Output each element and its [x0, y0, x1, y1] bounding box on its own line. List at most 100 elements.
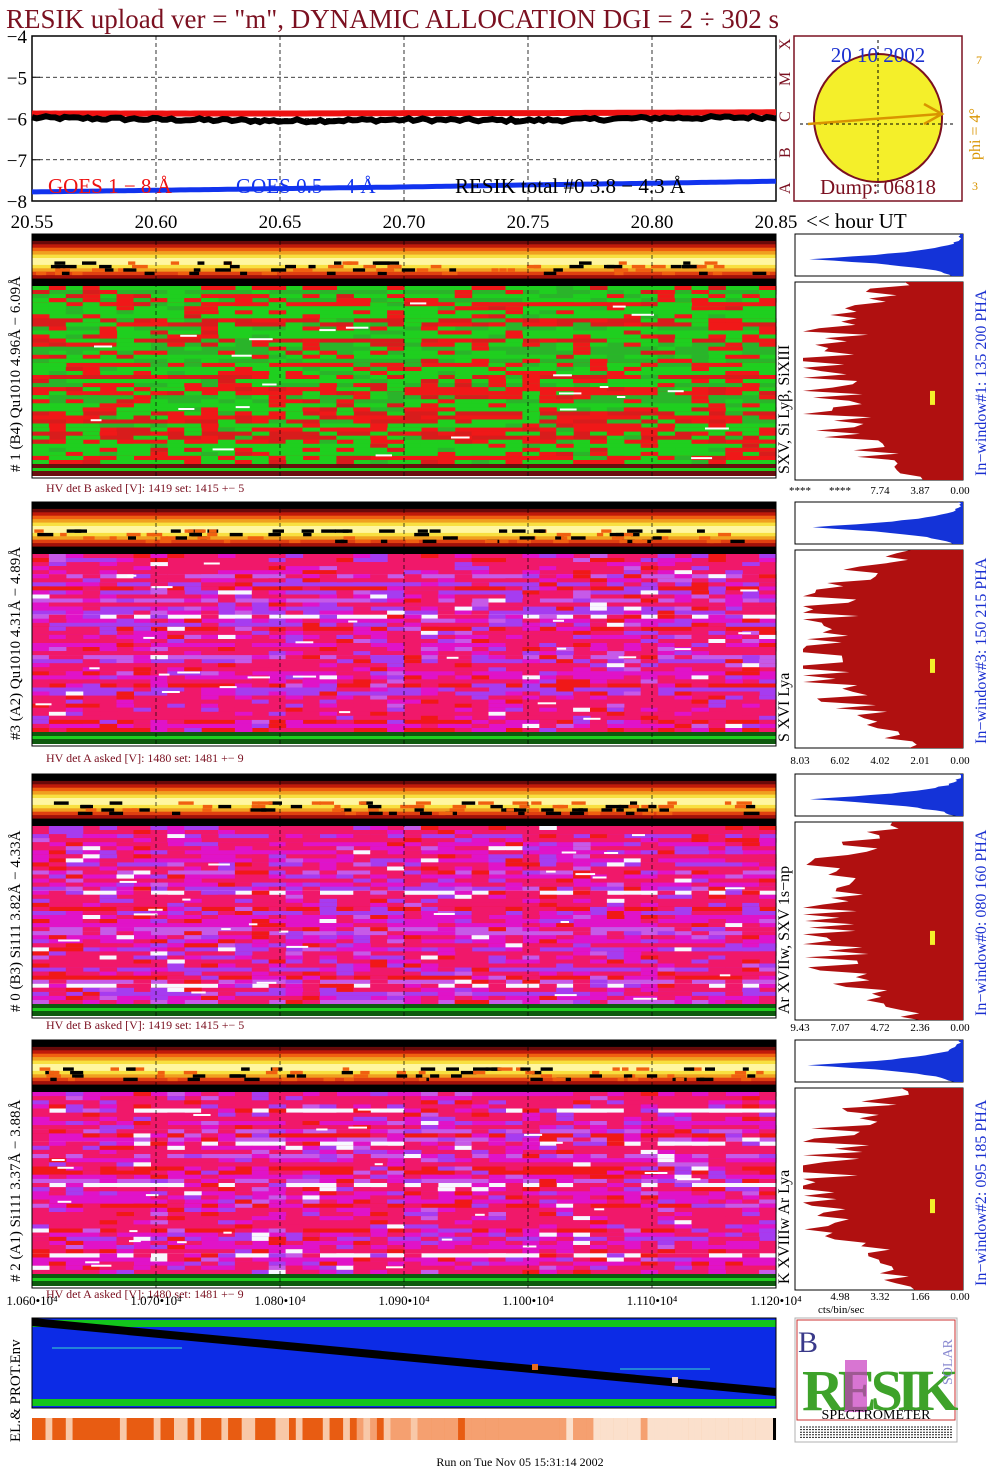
spectrum-cell — [606, 679, 625, 684]
thermal-speck — [104, 268, 114, 272]
spectrum-cell — [32, 558, 50, 563]
spectrum-cell — [606, 1154, 625, 1159]
spectrum-cell — [505, 451, 523, 457]
spectrum-cell — [150, 679, 168, 684]
spectrum-cell — [404, 659, 422, 664]
spectrum-cell — [437, 286, 456, 291]
spectrum-cell — [82, 358, 101, 364]
spectrum-cell — [437, 955, 456, 960]
spectrum-cell — [184, 598, 202, 603]
thermal-speck — [265, 1070, 278, 1075]
spectrum-cell — [691, 995, 709, 1001]
spectrum-cell — [539, 338, 557, 344]
spectrum-cell — [539, 423, 557, 428]
spectrum-cell — [708, 1199, 726, 1205]
spectrum-cell — [285, 554, 304, 559]
spectrum-cell — [404, 1253, 422, 1258]
spectrum-cell — [234, 1183, 253, 1188]
spectrum-cell — [454, 858, 473, 863]
spectrum-cell — [488, 318, 506, 323]
spectrum-cell — [657, 1240, 676, 1246]
thermal-speck — [55, 264, 66, 269]
spectrum-cell — [302, 890, 320, 896]
spectrum-cell — [640, 1228, 659, 1234]
thermal-speck — [109, 811, 124, 816]
spectrum-cell — [573, 1216, 591, 1221]
spectrum-cell — [387, 967, 405, 973]
spectrum-cell — [302, 691, 320, 696]
spectrum-cell — [268, 858, 287, 863]
spectrum-highlight — [212, 448, 234, 451]
spectrum-highlight — [345, 326, 369, 329]
spectrum-cell — [302, 1162, 320, 1167]
spectrum-cell — [336, 927, 354, 932]
spectrum-cell — [65, 582, 84, 587]
spectrum-cell — [82, 590, 101, 595]
spectrum-cell — [336, 915, 354, 920]
spectrum-cell — [285, 655, 304, 660]
spectrum-cell — [420, 1207, 439, 1213]
spectrum-cell — [573, 679, 591, 684]
spectrum-cell — [319, 711, 337, 717]
spectrum-cell — [657, 634, 676, 640]
spectrum-cell — [116, 306, 134, 311]
spectrum-cell — [623, 870, 642, 875]
spectrum-cell — [150, 842, 168, 847]
spectrum-cell — [590, 834, 608, 839]
spectrum-cell — [420, 695, 439, 701]
spectrum-cell — [437, 971, 456, 977]
spectrum-cell — [184, 306, 202, 311]
spectrum-cell — [640, 1207, 659, 1213]
spectrum-cell — [353, 1245, 371, 1250]
spectrum-cell — [404, 655, 422, 660]
spectrum-cell — [404, 298, 422, 303]
spectrum-cell — [454, 728, 473, 733]
thermal-speck — [460, 1070, 477, 1075]
spectrum-cell — [573, 1240, 591, 1246]
spectrum-cell — [640, 294, 659, 299]
thermal-speck — [572, 808, 583, 812]
spectrum-cell — [336, 862, 354, 867]
spectrum-cell — [167, 634, 185, 640]
spectrum-cell — [590, 602, 608, 607]
thermal-speck — [710, 539, 721, 544]
spectrum-cell — [640, 630, 659, 636]
goes-legend: GOES 1 − 8 Å GOES 0.5 − 4 Å RESIK total #0… — [48, 174, 686, 198]
spectrum-cell — [251, 610, 270, 616]
spectrum-cell — [606, 419, 625, 424]
spectrum-cell — [116, 846, 134, 851]
spectrum-cell — [32, 379, 50, 384]
spectrum-cell — [184, 1133, 202, 1138]
spectrum-cell — [184, 1125, 202, 1130]
spectrum-cell — [285, 415, 304, 420]
spectrum-cell — [437, 1137, 456, 1143]
spectrum-cell — [32, 711, 50, 717]
spectrum-cell — [590, 971, 608, 977]
spectrum-cell — [606, 1141, 625, 1147]
spectrum-cell — [573, 594, 591, 599]
spectrum-cell — [116, 322, 134, 327]
spectrum-cell — [65, 423, 84, 428]
spectrum-cell — [234, 659, 253, 664]
spectrum-cell — [691, 842, 709, 847]
spectrum-cell — [167, 935, 185, 940]
spectrum-cell — [319, 395, 337, 400]
spectrum-cell — [319, 1116, 337, 1122]
spectrum-cell — [336, 435, 354, 441]
spectrum-cell — [116, 622, 134, 628]
spectrum-cell — [353, 626, 371, 632]
spectrum-cell — [606, 846, 625, 851]
spectrum-cell — [234, 955, 253, 960]
spectrum-cell — [251, 959, 270, 964]
spectrum-cell — [268, 830, 287, 835]
spectrum-cell — [573, 987, 591, 993]
spectrum-cell — [116, 898, 134, 904]
spectrum-cell — [640, 431, 659, 437]
spectrum-cell — [268, 1104, 287, 1109]
spectrum-cell — [387, 711, 405, 717]
spectrum-highlight — [249, 338, 273, 341]
spectrum-cell — [606, 931, 625, 936]
spectrum-cell — [404, 878, 422, 884]
spectrum-cell — [201, 306, 219, 311]
spectrum-cell — [573, 342, 591, 348]
